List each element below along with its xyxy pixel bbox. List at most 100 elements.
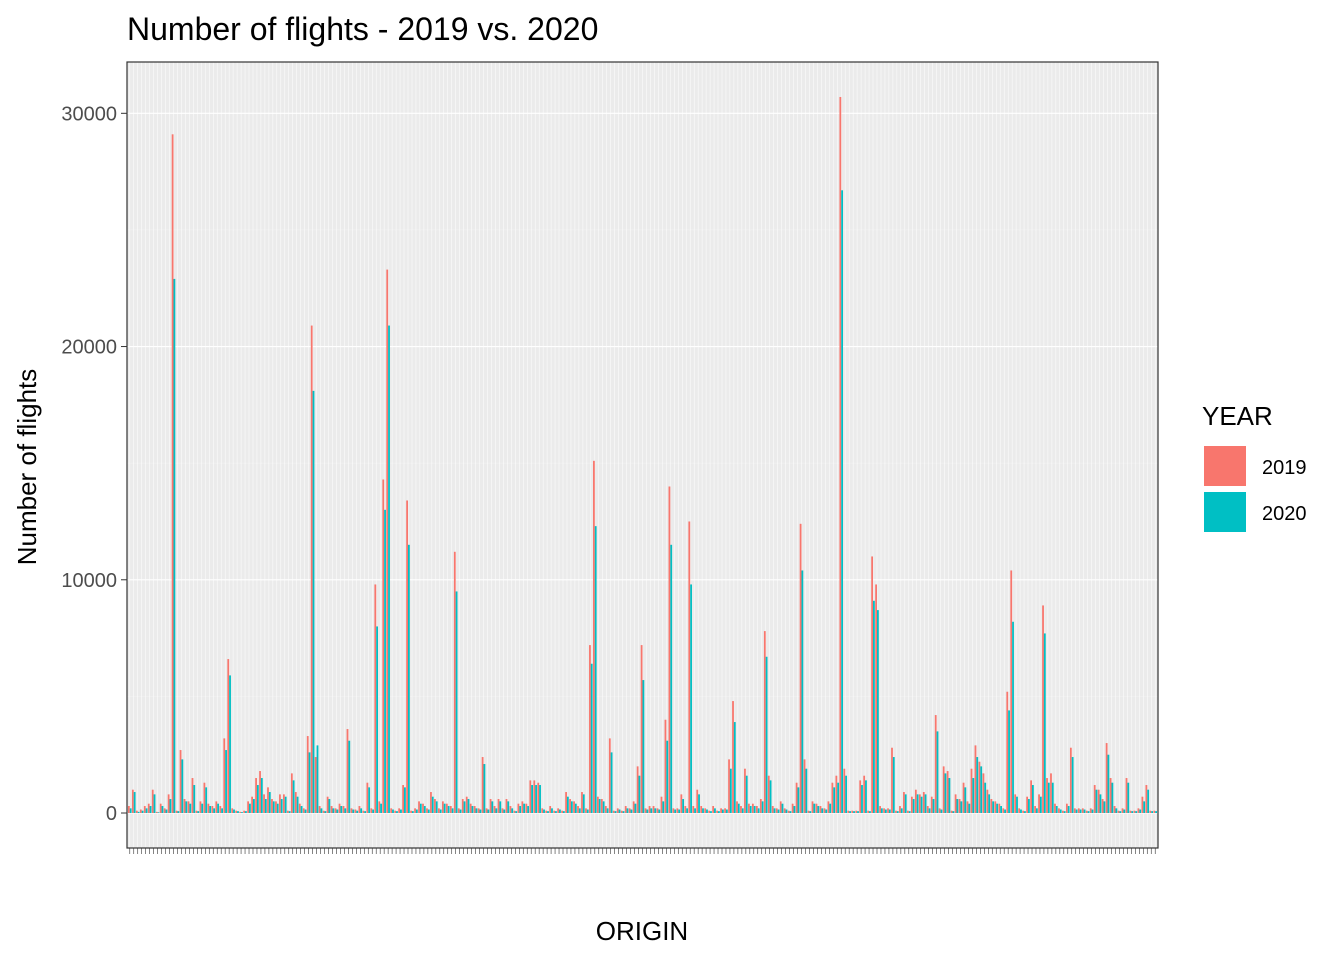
bar-2019 [418,801,420,814]
bar-2020 [483,764,486,814]
bar-2019 [577,806,579,814]
bar-2020 [797,787,800,814]
bar-2019 [1062,810,1064,814]
bar-2019 [652,806,655,814]
bar-2019 [1085,810,1088,814]
bar-2020 [706,809,708,814]
bar-2020 [984,782,987,814]
bar-2020 [960,801,963,814]
bar-2020 [539,785,541,814]
bar-2019 [493,806,496,814]
bar-2020 [741,808,744,814]
bar-2020 [475,808,478,814]
bar-2020 [948,778,951,814]
bar-2020 [932,799,935,814]
y-tick-label: 20000 [61,337,117,359]
bar-2019 [330,806,333,814]
bar-2020 [511,808,514,814]
bar-2020 [841,190,844,814]
bar-2019 [235,810,238,814]
bar-2020 [340,806,343,814]
bar-2019 [918,794,921,814]
bar-2019 [982,773,985,814]
bar-2020 [861,785,863,814]
bar-2020 [392,809,394,814]
bar-2020 [1028,799,1030,814]
bar-2020 [865,780,867,814]
bar-2020 [793,806,796,814]
bar-2020 [1059,809,1062,814]
bar-2019 [855,810,858,814]
bar-2019 [779,801,782,814]
bar-2020 [964,787,967,814]
bar-2019 [509,806,512,814]
bar-2019 [1109,778,1112,814]
bar-2020 [491,801,494,814]
bar-2019 [1117,810,1120,814]
bar-2019 [620,810,623,814]
bar-2020 [1115,808,1118,814]
bar-2019 [565,792,567,814]
bar-2019 [1034,806,1036,814]
bar-2020 [563,811,565,814]
bar-2019 [199,801,202,814]
bar-2020 [737,803,740,814]
bar-2020 [880,808,883,814]
bar-2019 [294,792,297,814]
bar-2020 [686,808,689,814]
bar-2020 [245,811,247,814]
bar-2019 [155,811,158,814]
bar-2020 [451,808,454,814]
bar-2020 [467,799,470,814]
bar-2020 [781,803,784,814]
bar-2019 [942,766,945,814]
bar-2019 [903,792,905,814]
bar-2019 [243,810,246,814]
chart-title: Number of flights - 2019 vs. 2020 [127,11,598,47]
bar-2020 [1000,806,1002,814]
bar-2019 [775,808,778,814]
bar-2020 [181,759,184,814]
bar-2020 [912,799,915,814]
bar-2020 [380,803,382,814]
bar-2019 [545,810,548,814]
bar-2019 [668,486,671,814]
bar-2020 [439,809,442,814]
bar-2019 [378,801,381,814]
bar-2020 [133,792,136,814]
bar-2019 [147,803,150,814]
bar-2020 [566,796,569,814]
bar-2019 [537,782,540,814]
bar-2020 [201,803,204,814]
bar-2020 [551,808,553,814]
bar-2019 [1077,808,1080,814]
bar-2020 [1043,633,1046,814]
bar-2019 [445,803,448,814]
bar-2020 [721,809,724,814]
bar-2020 [654,808,657,814]
bar-2020 [745,775,748,814]
bar-2020 [197,811,200,814]
bar-2019 [688,521,691,814]
bar-2019 [398,808,401,814]
bar-2019 [306,736,309,814]
bar-2020 [320,808,323,814]
bar-2020 [896,811,899,814]
bar-2020 [916,794,919,814]
bar-2019 [207,803,210,814]
bar-2020 [638,775,641,814]
bar-2020 [821,808,824,814]
bar-2019 [608,738,611,814]
bar-2020 [221,808,223,814]
bar-2019 [616,808,619,814]
bar-2019 [557,808,560,814]
bar-2019 [191,778,194,814]
bar-2020 [606,808,609,814]
bar-2020 [503,809,506,814]
bar-2020 [304,809,307,814]
bar-2020 [884,809,887,814]
bar-2020 [876,610,879,814]
y-tick-label: 0 [106,803,117,825]
legend-label-2019: 2019 [1262,457,1307,479]
bar-2019 [573,801,575,814]
